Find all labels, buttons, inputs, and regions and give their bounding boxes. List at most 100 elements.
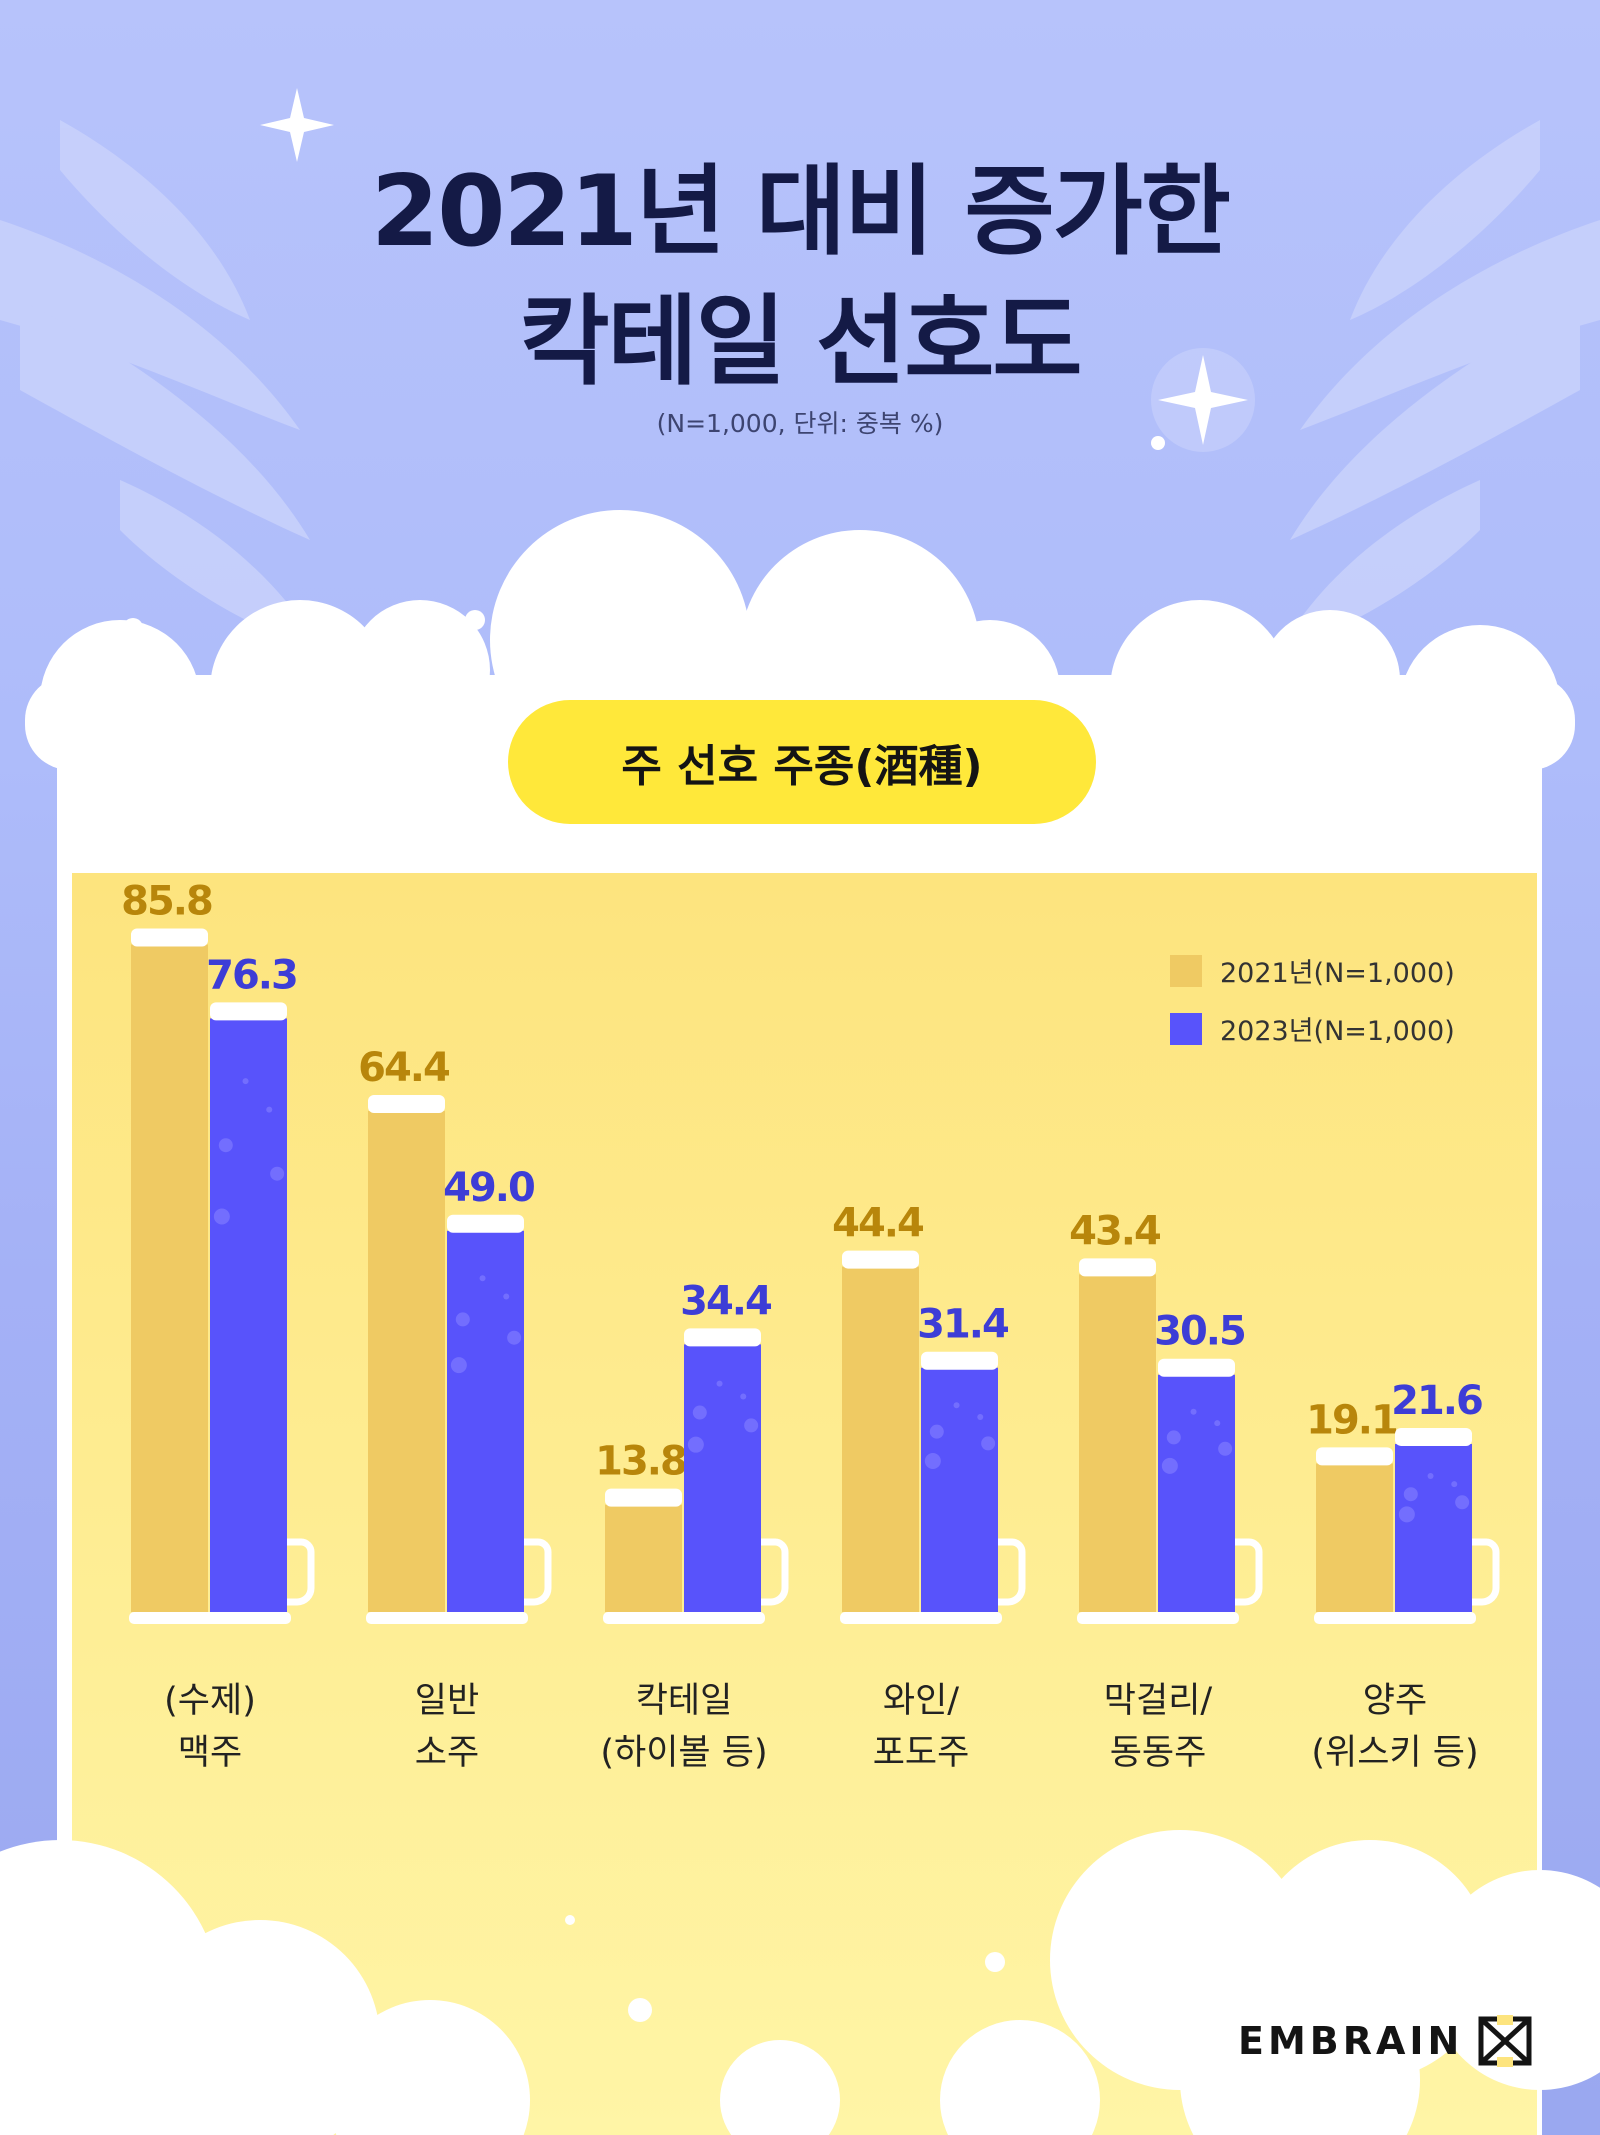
sparkle-icon <box>1158 355 1248 445</box>
data-label: 19.1 <box>1306 1397 1397 1443</box>
legend-label: 2023년(N=1,000) <box>1220 1016 1455 1047</box>
bar-2021 <box>131 944 208 1612</box>
bar-foam-cap <box>447 1214 524 1233</box>
brand-mark-icon <box>1478 2015 1532 2067</box>
category-label: 포도주 <box>873 1733 970 1773</box>
bar-foam-cap <box>1158 1358 1235 1377</box>
bubble-decoration <box>929 1424 944 1439</box>
data-label: 85.8 <box>121 878 212 924</box>
legend-swatch <box>1170 955 1202 987</box>
bubble-decoration <box>1451 1481 1458 1488</box>
bubble-decoration <box>1403 1487 1418 1502</box>
mug-base <box>603 1612 765 1624</box>
bubble-decoration <box>242 1078 249 1085</box>
section-badge: 주 선호 주종(酒種) <box>508 700 1096 824</box>
mug-base <box>366 1612 528 1624</box>
bubble-decoration <box>270 1166 285 1181</box>
bubble-decoration <box>266 1106 273 1113</box>
legend-swatch <box>1170 1013 1202 1045</box>
legend-label: 2021년(N=1,000) <box>1220 958 1455 989</box>
bubble-decoration <box>1166 1430 1181 1445</box>
bubble-decoration <box>507 1330 522 1345</box>
bar-foam-cap <box>1079 1258 1156 1277</box>
bar-2021 <box>842 1266 919 1612</box>
mug-handle <box>522 1538 552 1606</box>
bar-2023 <box>210 1018 287 1612</box>
bar-foam-cap <box>842 1250 919 1269</box>
mug-base <box>1077 1612 1239 1624</box>
category-label: 소주 <box>415 1733 479 1773</box>
brand-logo: EMBRAIN <box>1238 2015 1533 2067</box>
sparkle-icon <box>260 88 334 162</box>
bubble-decoration <box>1161 1457 1178 1474</box>
bubble-decoration <box>479 1275 486 1282</box>
category-label: 양주 <box>1363 1681 1427 1721</box>
category-label: 칵테일 <box>636 1681 733 1721</box>
bar-foam-cap <box>1395 1427 1472 1446</box>
data-label: 31.4 <box>917 1302 1008 1348</box>
mug-handle <box>1470 1538 1500 1606</box>
category-label: 와인/ <box>883 1681 959 1721</box>
bar-2021 <box>1316 1463 1393 1612</box>
bubble-decoration <box>218 1138 233 1153</box>
bubble-decoration <box>450 1357 467 1374</box>
mug-base <box>1314 1612 1476 1624</box>
dot-decoration <box>1151 436 1165 450</box>
bar-foam-cap <box>921 1351 998 1370</box>
mug-handle <box>1233 1538 1263 1606</box>
page-subtitle: (N=1,000, 단위: 중복 %) <box>656 409 944 438</box>
mug-base <box>840 1612 1002 1624</box>
bar-2023 <box>447 1230 524 1612</box>
data-label: 34.4 <box>680 1278 771 1324</box>
bubble-decoration <box>924 1452 941 1469</box>
mug-handle <box>996 1538 1026 1606</box>
category-label: 막걸리/ <box>1104 1681 1213 1721</box>
bubble-decoration <box>1214 1420 1221 1427</box>
bar-2021 <box>605 1504 682 1612</box>
data-label: 76.3 <box>206 952 297 998</box>
mug-handle <box>285 1538 315 1606</box>
bubble-decoration <box>455 1312 470 1327</box>
bubble-decoration <box>744 1418 759 1433</box>
bubble-decoration <box>977 1414 984 1421</box>
category-label: (위스키 등) <box>1311 1733 1478 1773</box>
bubble-decoration <box>953 1402 960 1409</box>
bar-foam-cap <box>684 1328 761 1347</box>
data-label: 64.4 <box>358 1045 449 1091</box>
foam-bottom <box>0 1830 1600 2135</box>
page-title-line-1: 2021년 대비 증가한 <box>371 155 1231 269</box>
category-label: 일반 <box>415 1681 479 1721</box>
leaf-right-decoration <box>1280 120 1600 650</box>
chart-legend: 2021년(N=1,000) 2023년(N=1,000) <box>1170 955 1455 1047</box>
bar-foam-cap <box>210 1002 287 1021</box>
bubble-decoration <box>1190 1408 1197 1415</box>
bar-foam-cap <box>368 1094 445 1113</box>
bar-2021 <box>1079 1274 1156 1612</box>
bar-2023 <box>1158 1374 1235 1612</box>
data-label: 13.8 <box>595 1439 686 1485</box>
bar-2021 <box>368 1110 445 1612</box>
bar-2023 <box>1395 1443 1472 1612</box>
mug-handle <box>759 1538 789 1606</box>
bar-foam-cap <box>131 928 208 947</box>
category-label: 맥주 <box>178 1733 242 1773</box>
category-label: 동동주 <box>1110 1733 1207 1773</box>
bubble-decoration <box>1218 1441 1233 1456</box>
bubble-decoration <box>213 1208 230 1225</box>
data-label: 49.0 <box>443 1165 534 1211</box>
bubble-decoration <box>1398 1506 1415 1523</box>
bubble-decoration <box>1455 1495 1470 1510</box>
mug-base <box>129 1612 291 1624</box>
data-label: 44.4 <box>832 1201 923 1247</box>
bubble-decoration <box>687 1436 704 1453</box>
brand-logo-text: EMBRAIN <box>1238 2019 1464 2063</box>
page-title-line-2: 칵테일 선호도 <box>519 285 1082 399</box>
bar-foam-cap <box>1316 1447 1393 1466</box>
bubble-decoration <box>503 1293 510 1300</box>
bubble-decoration <box>1427 1473 1434 1480</box>
data-label: 30.5 <box>1154 1309 1245 1355</box>
